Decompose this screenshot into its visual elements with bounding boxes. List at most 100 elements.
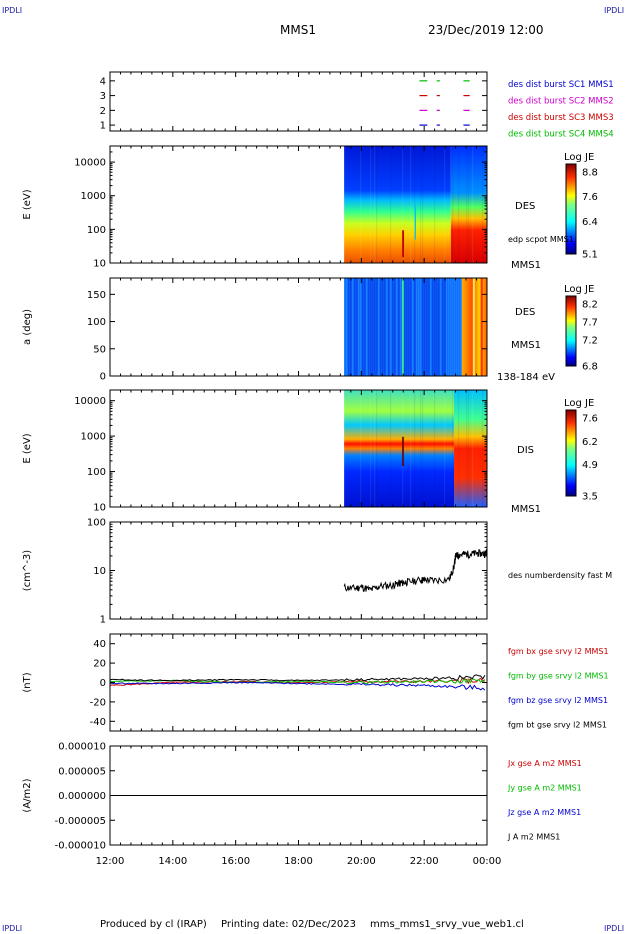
spectrogram-texture <box>466 390 468 507</box>
spectrogram-texture <box>396 278 398 376</box>
spectrogram-layer <box>344 146 487 507</box>
y-tick-label: 10 <box>93 259 106 270</box>
x-tick-label: 22:00 <box>410 856 439 867</box>
spectrogram-texture <box>422 390 424 507</box>
legend-entry: des dist burst SC1 MMS1 <box>508 80 614 90</box>
colorbar-tick-label: 4.9 <box>582 460 598 471</box>
axes-layer <box>109 71 577 846</box>
spectrogram-texture <box>344 146 346 263</box>
y-tick-label: 1000 <box>81 432 106 443</box>
spectrogram-texture <box>360 146 362 263</box>
legend-entry: fgm bx gse srvy l2 MMS1 <box>508 647 609 656</box>
colorbar-tick-label: 5.1 <box>582 250 598 261</box>
spectrogram-block-late <box>450 146 487 263</box>
density-line <box>343 549 488 592</box>
spectrogram-texture <box>344 278 346 376</box>
right-label: edp scpot MMS1 <box>508 235 574 244</box>
legend-entry: des dist burst SC4 MMS4 <box>508 130 614 140</box>
y-tick-label: 0.000010 <box>58 742 106 753</box>
right-label: DES <box>515 307 535 318</box>
spectrogram-texture <box>376 390 378 507</box>
spectrogram-texture <box>394 278 396 376</box>
y-axis-label: E (eV) <box>22 189 33 219</box>
legend-entry: Jx gse A m2 MMS1 <box>507 759 582 768</box>
spectrogram-texture <box>456 278 458 376</box>
spectrogram-texture <box>458 390 460 507</box>
y-tick-label: 100 <box>87 317 106 328</box>
spectrogram-texture <box>418 278 420 376</box>
y-tick-label: 0 <box>100 678 106 689</box>
colorbar <box>565 295 577 367</box>
footer-produced-by: Produced by cl (IRAP) <box>100 919 207 930</box>
spectrogram-texture <box>382 278 384 376</box>
y-tick-label: 100 <box>87 467 106 478</box>
spectrogram-texture <box>380 278 382 376</box>
spectrogram-texture <box>444 146 446 263</box>
spectrogram-texture <box>454 278 456 376</box>
corner-label-bottom-left: IPDLI <box>2 924 23 933</box>
spectrogram-texture <box>400 278 402 376</box>
x-tick-label: 16:00 <box>221 856 250 867</box>
y-tick-label: 0 <box>100 372 106 383</box>
spectrogram-streak <box>402 436 404 467</box>
spectrogram-texture <box>410 390 412 507</box>
spectrogram-streak <box>402 230 404 258</box>
spectrogram-texture <box>420 146 422 263</box>
right-label: MMS1 <box>511 260 541 271</box>
colorbar-tick-label: 8.8 <box>582 168 598 179</box>
spectrogram-texture <box>416 278 418 376</box>
datetime-title: 23/Dec/2019 12:00 <box>428 23 544 37</box>
spectrogram-texture <box>458 146 460 263</box>
y-tick-label: 0.000005 <box>58 766 106 777</box>
right-label: MMS1 <box>511 504 541 515</box>
y-tick-label: 10 <box>93 566 106 577</box>
y-tick-label: 3 <box>100 91 106 102</box>
y-tick-label: 50 <box>93 344 106 355</box>
spectrogram-texture <box>452 390 454 507</box>
spectrogram-texture <box>468 146 470 263</box>
spectrogram-texture <box>422 146 424 263</box>
y-tick-label: -40 <box>90 717 106 728</box>
colorbar <box>565 163 577 255</box>
y-tick-label: 1000 <box>81 191 106 202</box>
legend-entry: fgm bz gse srvy l2 MMS1 <box>508 696 608 705</box>
spectrogram-texture <box>370 278 372 376</box>
colorbar-title: Log JE <box>564 398 594 409</box>
spectrogram-texture <box>450 278 452 376</box>
spectrogram-texture <box>442 278 444 376</box>
legend-entry: des dist burst SC2 MMS2 <box>508 97 614 107</box>
legend-entry: fgm bt gse srvy l2 MMS1 <box>508 721 607 730</box>
spectrogram-texture <box>420 390 422 507</box>
corner-label-bottom-right: IPDLI <box>604 924 625 933</box>
y-tick-label: 40 <box>93 639 106 650</box>
spectrogram-texture <box>358 278 360 376</box>
spectrogram-texture <box>388 278 390 376</box>
x-tick-label: 12:00 <box>96 856 125 867</box>
colorbar-tick-label: 8.2 <box>582 300 598 311</box>
y-tick-label: 10000 <box>74 396 106 407</box>
colorbar-tick-label: 7.2 <box>582 336 598 347</box>
y-tick-label: 100 <box>87 518 106 529</box>
spectrogram-texture <box>434 146 436 263</box>
legend-entry: Jy gse A m2 MMS1 <box>507 784 582 793</box>
spectrogram-texture <box>364 278 366 376</box>
spectrogram-texture <box>402 146 404 263</box>
legend-entry: fgm by gse srvy l2 MMS1 <box>508 672 609 681</box>
y-tick-label: -0.000010 <box>55 841 106 852</box>
x-tick-label: 14:00 <box>158 856 187 867</box>
spectrogram-texture <box>384 278 386 376</box>
spectrogram-texture <box>438 278 440 376</box>
spectrogram-texture <box>426 278 428 376</box>
right-label: MMS1 <box>511 340 541 351</box>
spectrogram-texture <box>458 278 460 376</box>
panel-frame <box>109 521 488 620</box>
spectrogram-texture <box>372 278 374 376</box>
colorbar-tick-label: 6.4 <box>582 217 598 228</box>
spectrogram-streak <box>414 204 416 240</box>
spectrogram-texture <box>436 278 438 376</box>
spectrogram-texture <box>374 146 376 263</box>
spectrogram-texture <box>468 390 470 507</box>
legend-entry: J A m2 MMS1 <box>507 833 560 842</box>
y-tick-label: 0.000000 <box>58 791 106 802</box>
